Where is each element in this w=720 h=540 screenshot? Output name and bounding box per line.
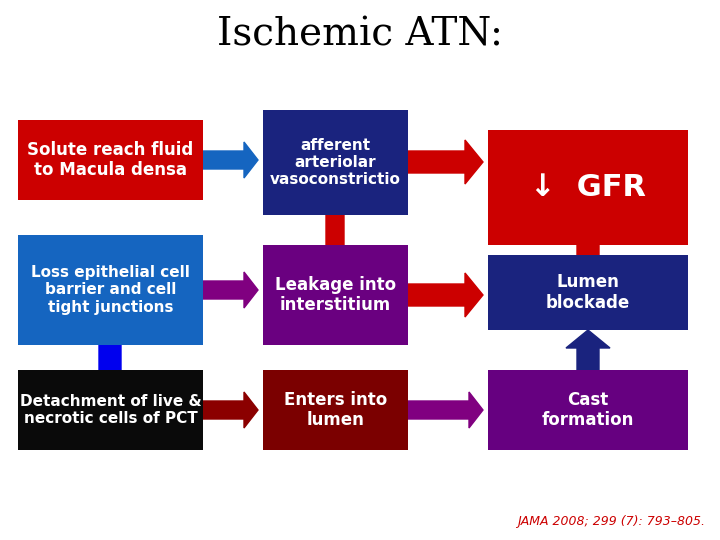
Text: Lumen
blockade: Lumen blockade <box>546 273 630 312</box>
FancyArrow shape <box>566 215 610 255</box>
Text: afferent
arteriolar
vasoconstrictio: afferent arteriolar vasoconstrictio <box>270 138 401 187</box>
Text: ↓  GFR: ↓ GFR <box>530 173 646 202</box>
Text: Leakage into
interstitium: Leakage into interstitium <box>275 275 396 314</box>
FancyArrow shape <box>317 195 353 245</box>
FancyArrow shape <box>203 142 258 178</box>
Text: Cast
formation: Cast formation <box>542 390 634 429</box>
FancyArrow shape <box>566 330 610 370</box>
FancyBboxPatch shape <box>263 370 408 450</box>
FancyArrow shape <box>203 272 258 308</box>
FancyBboxPatch shape <box>263 245 408 345</box>
FancyArrow shape <box>203 392 258 428</box>
FancyBboxPatch shape <box>18 235 203 345</box>
FancyArrow shape <box>408 140 483 184</box>
Text: Detachment of live &
necrotic cells of PCT: Detachment of live & necrotic cells of P… <box>19 394 202 426</box>
Text: JAMA 2008; 299 (7): 793–805.: JAMA 2008; 299 (7): 793–805. <box>517 515 705 528</box>
FancyBboxPatch shape <box>488 370 688 450</box>
FancyBboxPatch shape <box>488 130 688 245</box>
FancyBboxPatch shape <box>18 120 203 200</box>
FancyArrow shape <box>408 273 483 317</box>
FancyBboxPatch shape <box>18 370 203 450</box>
Text: Loss epithelial cell
barrier and cell
tight junctions: Loss epithelial cell barrier and cell ti… <box>31 265 190 315</box>
Text: Solute reach fluid
to Macula densa: Solute reach fluid to Macula densa <box>27 140 194 179</box>
FancyArrow shape <box>88 295 132 370</box>
Text: Enters into
lumen: Enters into lumen <box>284 390 387 429</box>
Text: Ischemic ATN:: Ischemic ATN: <box>217 17 503 53</box>
FancyBboxPatch shape <box>263 110 408 215</box>
FancyBboxPatch shape <box>488 255 688 330</box>
FancyArrow shape <box>408 392 483 428</box>
